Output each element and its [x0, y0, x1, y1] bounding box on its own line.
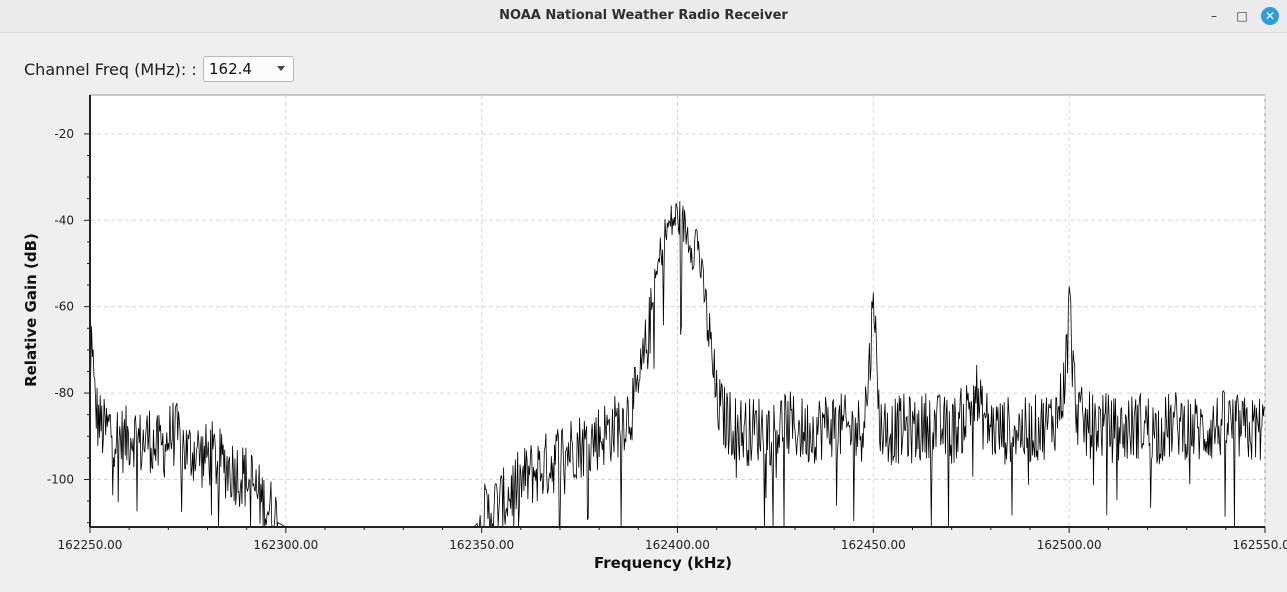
maximize-icon[interactable]: □: [1236, 9, 1248, 23]
y-tick-label: -80: [54, 386, 74, 400]
chevron-down-icon: [277, 66, 285, 71]
channel-freq-label: Channel Freq (MHz): :: [24, 60, 197, 79]
x-tick-label: 162450.00: [841, 538, 906, 552]
x-tick-label: 162300.00: [253, 538, 318, 552]
y-axis-title: Relative Gain (dB): [22, 233, 40, 387]
channel-freq-select[interactable]: 162.4: [203, 56, 294, 82]
y-tick-label: -60: [54, 300, 74, 314]
close-icon[interactable]: ✕: [1261, 7, 1279, 25]
x-tick-label: 162250.00: [58, 538, 123, 552]
window-title: NOAA National Weather Radio Receiver: [499, 8, 788, 23]
x-tick-label: 162350.00: [449, 538, 514, 552]
window-titlebar: NOAA National Weather Radio Receiver – □…: [0, 0, 1287, 33]
x-tick-label: 162400.00: [645, 538, 710, 552]
y-axis: -20 -40 -60 -80 -100: [47, 127, 90, 524]
x-tick-label: 162550.00: [1233, 538, 1287, 552]
x-axis-title: Frequency (kHz): [594, 554, 732, 572]
channel-freq-value: 162.4: [209, 60, 252, 78]
x-tick-label: 162500.00: [1037, 538, 1102, 552]
y-tick-label: -40: [54, 213, 74, 227]
x-axis: 162250.00 162300.00 162350.00 162400.00 1624…: [58, 527, 1287, 552]
y-tick-label: -100: [47, 472, 74, 486]
minimize-icon[interactable]: –: [1211, 9, 1217, 23]
y-tick-label: -20: [54, 127, 74, 141]
